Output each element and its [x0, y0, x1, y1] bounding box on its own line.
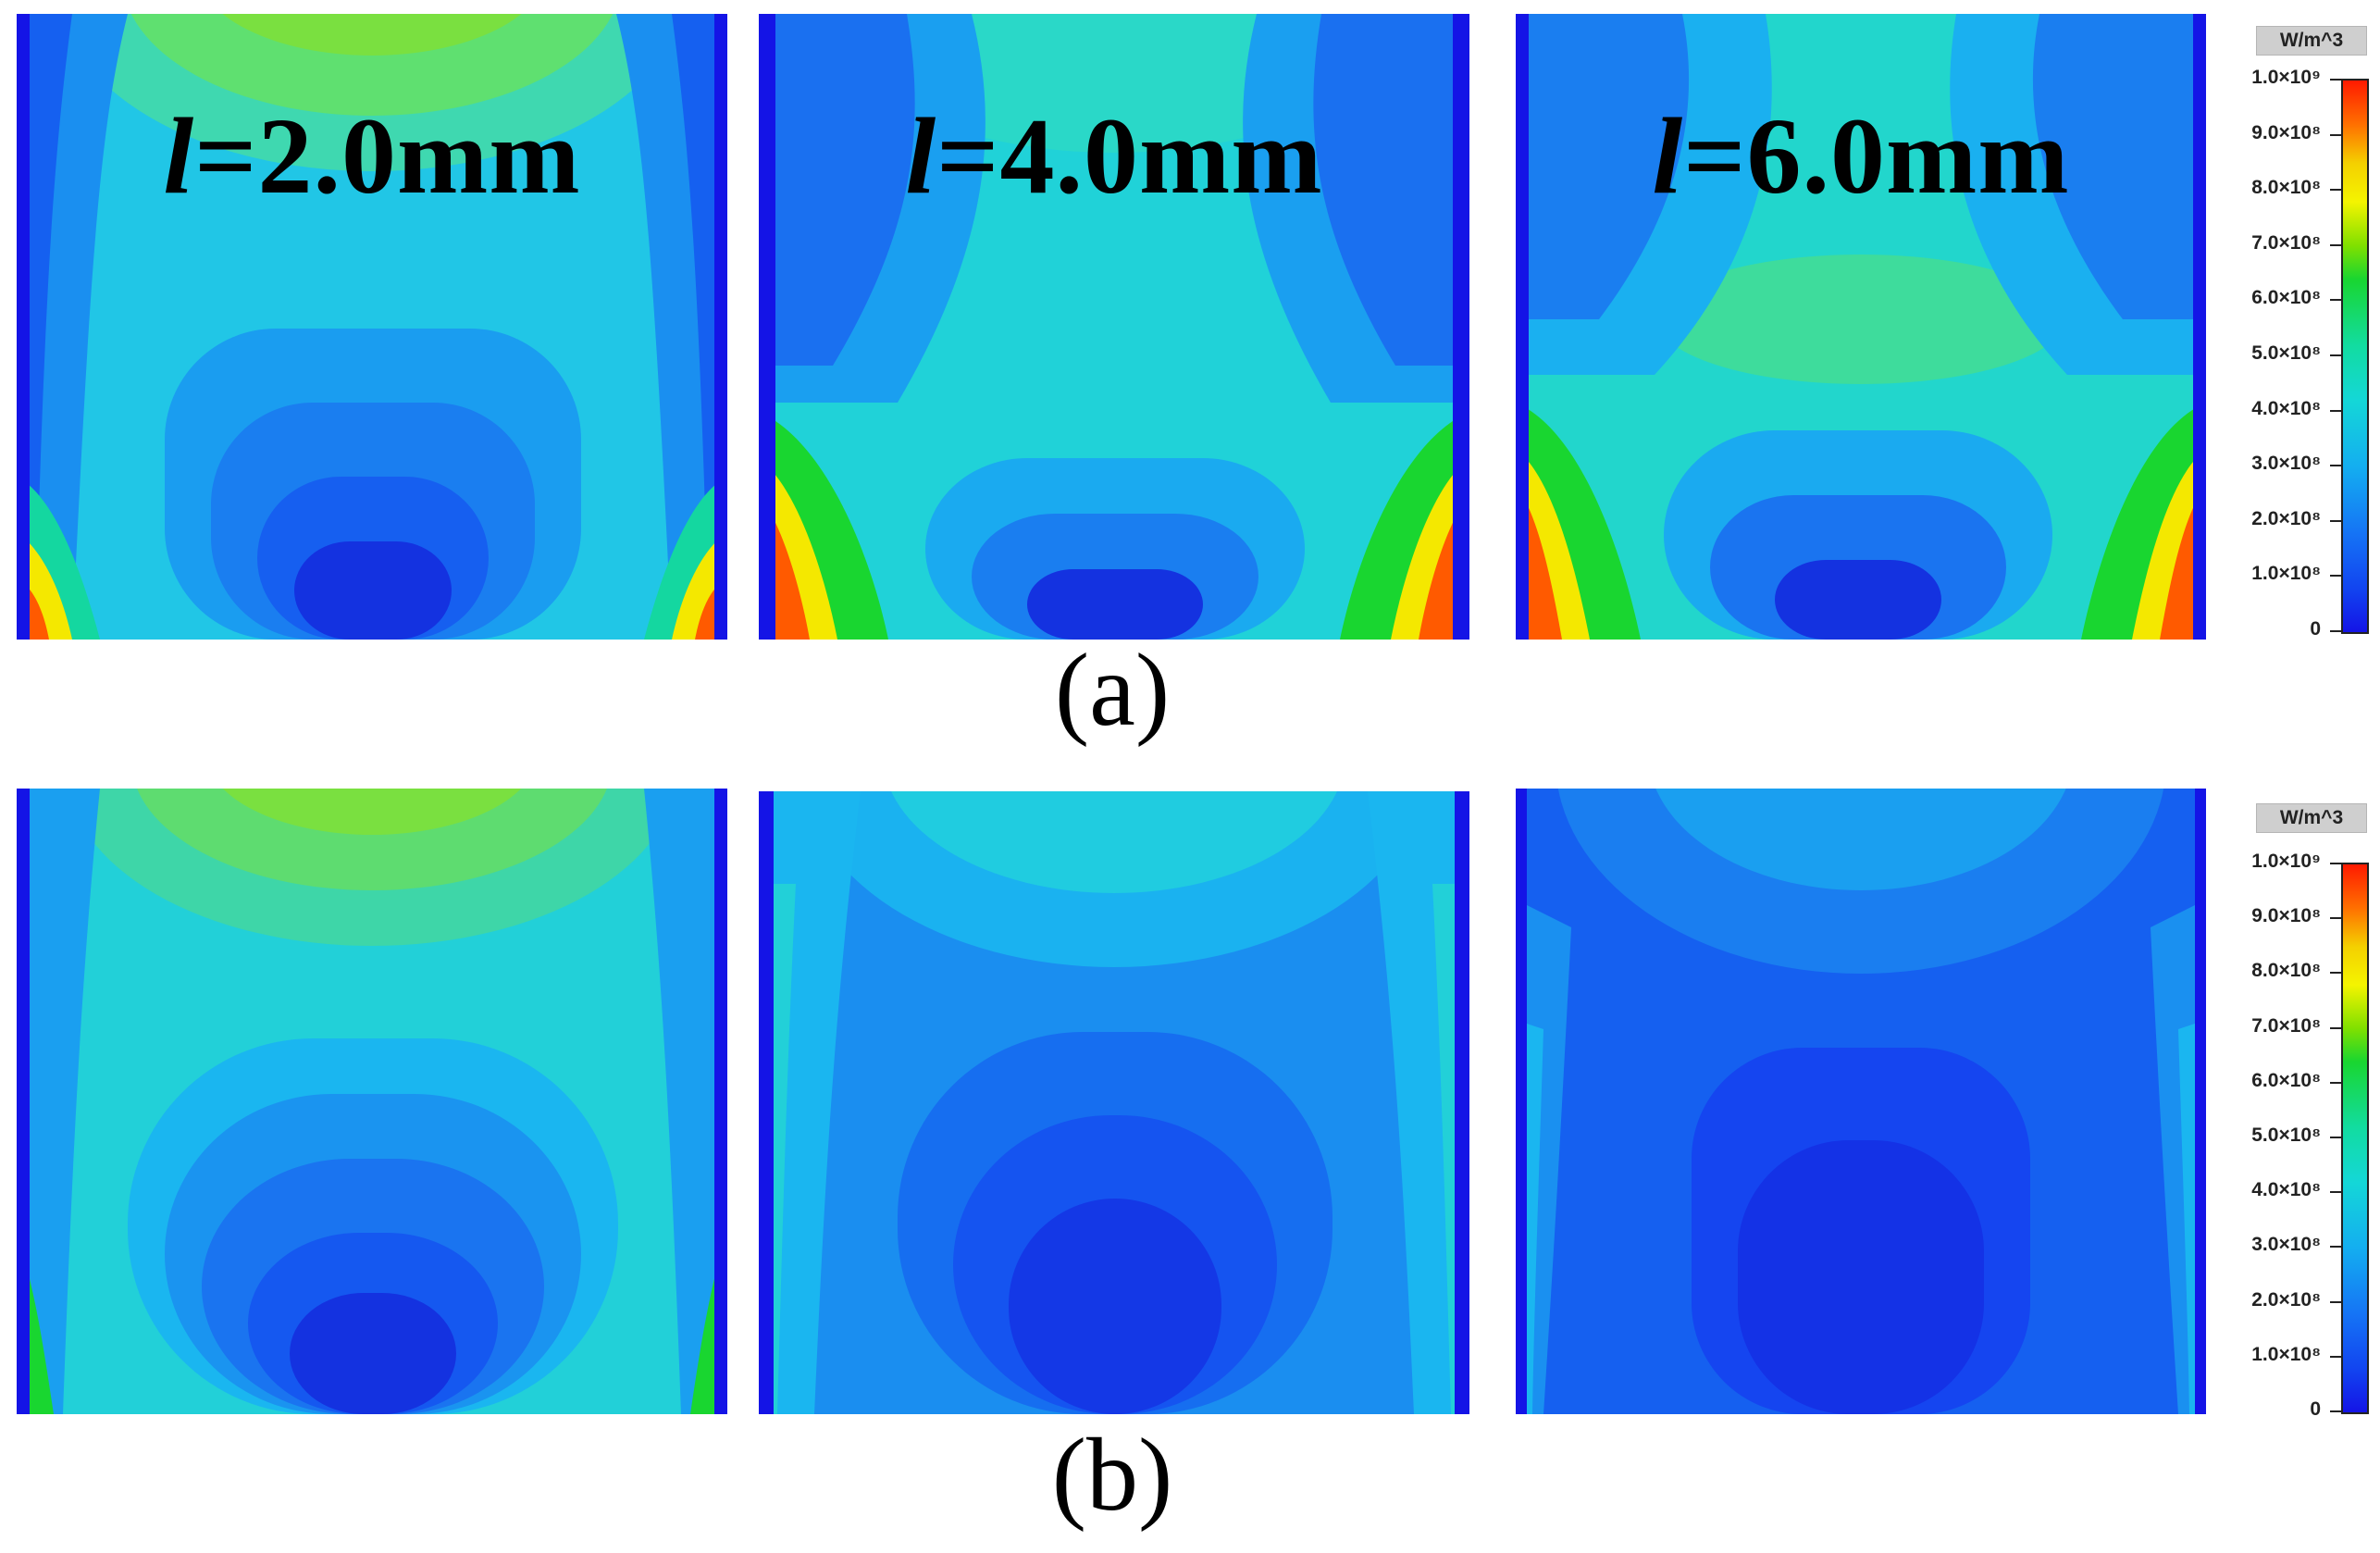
colorbar-gradient [2341, 79, 2369, 634]
colorbar-tick-label: 0 [2310, 1398, 2321, 1420]
colorbar-tick-mark [2330, 1355, 2341, 1358]
colorbar-tick-mark [2330, 79, 2341, 81]
length-value: =4.0mm [936, 95, 1323, 217]
colorbar-tick-mark [2330, 189, 2341, 192]
colorbar-tick-label: 7.0×10⁸ [2251, 231, 2321, 254]
contour-plot [759, 14, 1469, 640]
colorbar-tick-mark [2330, 917, 2341, 920]
colorbar-tick-label: 8.0×10⁸ [2251, 177, 2321, 199]
contour-panel-b1 [17, 789, 727, 1414]
contour-panel-a3: l=6.0mm [1516, 14, 2206, 640]
colorbar-tick-mark [2330, 133, 2341, 136]
colorbar-tick-mark [2330, 1300, 2341, 1303]
colorbar-tick-mark [2330, 1191, 2341, 1194]
colorbar-tick-mark [2330, 1410, 2341, 1412]
length-value: =6.0mm [1683, 95, 2070, 217]
colorbar-tick-mark [2330, 1026, 2341, 1029]
colorbar-tick-mark [2330, 630, 2341, 632]
colorbar-tick-label: 0 [2310, 618, 2321, 640]
colorbar-tick-mark [2330, 465, 2341, 467]
panel-title-a1: l=2.0mm [17, 102, 727, 211]
colorbar-tick-label: 9.0×10⁸ [2251, 121, 2321, 143]
length-symbol: l [1652, 95, 1684, 217]
colorbar-tick-label: 3.0×10⁸ [2251, 1234, 2321, 1256]
colorbar-tick-label: 1.0×10⁹ [2251, 67, 2321, 88]
colorbar-tick-mark [2330, 409, 2341, 412]
colorbar-tick-label: 3.0×10⁸ [2251, 453, 2321, 475]
caption-a: (a) [1054, 633, 1171, 748]
colorbar-tick-mark [2330, 1246, 2341, 1249]
colorbar-tick-label: 6.0×10⁸ [2251, 287, 2321, 309]
colorbar-tick-mark [2330, 299, 2341, 302]
colorbar-tick-label: 6.0×10⁸ [2251, 1069, 2321, 1091]
colorbar-tick-label: 5.0×10⁸ [2251, 1124, 2321, 1146]
unit-badge: W/m^3 [2256, 26, 2367, 56]
colorbar-tick-label: 5.0×10⁸ [2251, 342, 2321, 364]
panel-title-a2: l=4.0mm [759, 102, 1469, 211]
colorbar-tick-mark [2330, 863, 2341, 864]
colorbar-tick-mark [2330, 1081, 2341, 1084]
colorbar-tick-mark [2330, 1137, 2341, 1138]
colorbar-tick-label: 2.0×10⁸ [2251, 1288, 2321, 1311]
length-symbol: l [163, 95, 195, 217]
contour-plot [1516, 14, 2206, 640]
panel-title-a3: l=6.0mm [1516, 102, 2206, 211]
colorbar-tick-label: 4.0×10⁸ [2251, 1179, 2321, 1201]
colorbar-tick-label: 1.0×10⁸ [2251, 1343, 2321, 1365]
colorbar-tick-mark [2330, 519, 2341, 522]
caption-b: (b) [1051, 1418, 1173, 1533]
colorbar-tick-mark [2330, 972, 2341, 975]
contour-plot [759, 791, 1469, 1414]
unit-badge: W/m^3 [2256, 803, 2367, 833]
contour-panel-b2 [759, 791, 1469, 1414]
contour-plot [17, 14, 727, 640]
colorbar-tick-label: 4.0×10⁸ [2251, 397, 2321, 419]
colorbar-gradient [2341, 863, 2369, 1414]
contour-panel-a2: l=4.0mm [759, 14, 1469, 640]
contour-plot [1516, 789, 2206, 1414]
colorbar-tick-label: 1.0×10⁸ [2251, 563, 2321, 585]
contour-panel-b3 [1516, 789, 2206, 1414]
colorbar-tick-label: 8.0×10⁸ [2251, 960, 2321, 982]
contour-panel-a1: l=2.0mm [17, 14, 727, 640]
colorbar-legend-b: W/m^3 1.0×10⁹ 9.0×10⁸ 8.0×10⁸ 7.0×10⁸ 6.0×10… [2221, 800, 2380, 1429]
colorbar-tick-mark [2330, 575, 2341, 578]
contour-plot [17, 789, 727, 1414]
colorbar-tick-label: 1.0×10⁹ [2251, 851, 2321, 872]
length-value: =2.0mm [194, 95, 581, 217]
colorbar-tick-label: 7.0×10⁸ [2251, 1014, 2321, 1037]
colorbar-tick-mark [2330, 354, 2341, 356]
colorbar-legend-a: W/m^3 1.0×10⁹ 9.0×10⁸ 8.0×10⁸ 7.0×10⁸ 6.0×10… [2221, 19, 2380, 648]
length-symbol: l [905, 95, 937, 217]
colorbar-tick-mark [2330, 243, 2341, 246]
colorbar-tick-label: 9.0×10⁸ [2251, 905, 2321, 927]
colorbar-tick-label: 2.0×10⁸ [2251, 507, 2321, 529]
